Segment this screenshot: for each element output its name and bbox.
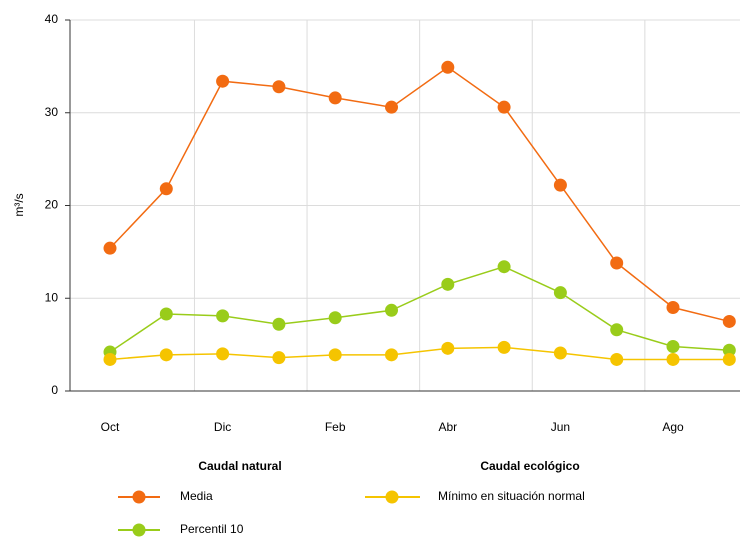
data-point [159,307,173,321]
legend-marker [132,523,146,537]
series-line [109,265,730,353]
data-point [497,100,511,114]
legend-group-title: Caudal natural [198,459,281,473]
data-point [610,352,624,366]
data-point [441,60,455,74]
legend-label: Percentil 10 [180,522,244,536]
data-point [216,74,230,88]
data-point [159,182,173,196]
data-point [722,343,736,357]
data-point [328,348,342,362]
data-point [497,340,511,354]
series-line [109,346,730,361]
legend-group-title: Caudal ecológico [480,459,579,473]
y-tick-label: 20 [45,198,59,212]
data-point [666,339,680,353]
y-tick-label: 30 [45,105,59,119]
data-point [385,100,398,114]
legend-marker [132,490,146,504]
data-point [385,303,398,317]
y-tick-label: 0 [51,383,58,397]
legend-marker [385,490,399,504]
y-tick-label: 40 [45,12,59,26]
data-point [722,352,736,366]
data-point [497,260,511,274]
data-point [103,241,117,255]
data-point [272,80,286,94]
data-point [328,311,342,325]
series-line [109,66,730,323]
data-point [441,277,455,291]
data-point [553,346,567,360]
data-point [272,351,286,365]
data-point [722,314,736,328]
data-point [103,352,117,366]
legend-label: Media [180,489,213,503]
data-point [610,256,624,270]
data-point [159,348,173,362]
x-tick-label: Ago [662,420,684,434]
x-tick-label: Oct [101,420,120,434]
data-point [216,309,230,323]
data-point [216,347,230,361]
y-tick-label: 10 [45,290,59,304]
data-point [553,286,567,300]
data-point [553,178,567,192]
data-point [441,341,455,355]
x-tick-label: Abr [438,420,457,434]
data-point [666,352,680,366]
data-point [328,91,342,105]
data-point [666,301,680,315]
data-point [610,323,624,337]
legend-label: Mínimo en situación normal [438,489,585,503]
x-tick-label: Feb [325,420,346,434]
data-point [272,317,286,331]
x-tick-label: Dic [214,420,231,434]
x-tick-label: Jun [551,420,570,434]
y-axis-label: m³/s [12,193,26,216]
data-point [385,348,398,362]
